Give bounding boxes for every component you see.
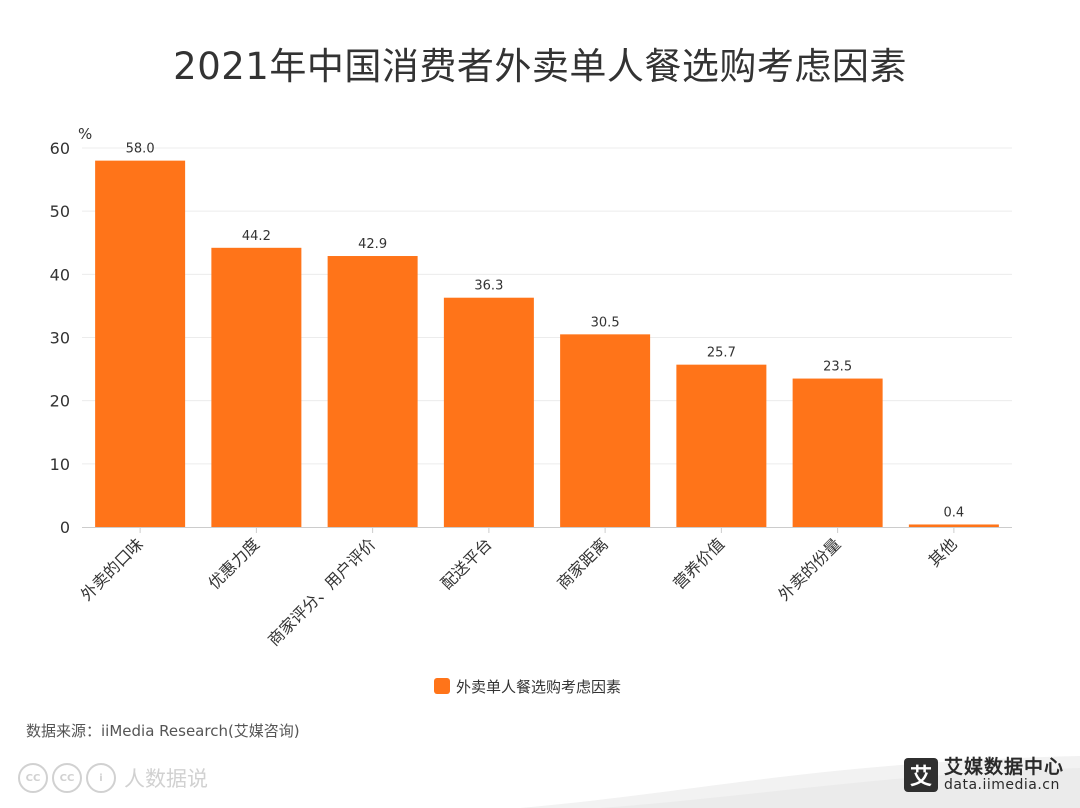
- x-tick-label: 优惠力度: [205, 534, 264, 593]
- bar: [443, 297, 534, 527]
- bar: [676, 364, 767, 527]
- legend-label: 外卖单人餐选购考虑因素: [456, 677, 622, 696]
- y-tick-label: 10: [50, 455, 70, 474]
- watermark: CC CC i 人数据说: [18, 760, 208, 796]
- bar: [95, 160, 186, 527]
- legend-swatch: [434, 678, 450, 694]
- bar-value-label: 58.0: [126, 142, 155, 157]
- bar: [327, 256, 418, 527]
- person-icon: i: [86, 763, 116, 793]
- bar: [211, 247, 302, 527]
- watermark-text: 人数据说: [124, 767, 208, 791]
- brand-url: data.iimedia.cn: [943, 776, 1060, 793]
- x-tick-label: 商家距离: [553, 534, 612, 593]
- y-tick-label: 50: [50, 202, 70, 221]
- cc-icon-2: CC: [52, 763, 82, 793]
- bar-value-label: 0.4: [944, 505, 965, 520]
- y-tick-label: 60: [50, 139, 70, 158]
- brand-name: 艾媒数据中心: [943, 756, 1064, 778]
- x-tick-label: 外卖的口味: [77, 534, 147, 604]
- cc-icon: CC: [18, 763, 48, 793]
- x-tick-label: 外卖的份量: [774, 534, 844, 604]
- y-tick-label: 40: [50, 265, 70, 284]
- bar: [908, 524, 999, 527]
- x-tick-label: 配送平台: [437, 534, 496, 593]
- brand-logo-icon: 艾: [903, 758, 938, 793]
- bar-value-label: 23.5: [823, 360, 852, 375]
- bar: [792, 378, 883, 527]
- legend[interactable]: 外卖单人餐选购考虑因素: [434, 676, 621, 696]
- y-tick-label: 20: [50, 392, 70, 411]
- bar-value-label: 42.9: [358, 237, 387, 252]
- bar-value-label: 30.5: [591, 315, 620, 330]
- bar-value-label: 36.3: [474, 279, 503, 294]
- y-tick-label: 0: [60, 518, 70, 537]
- chart-title: 2021年中国消费者外卖单人餐选购考虑因素: [173, 45, 907, 88]
- y-axis-unit: %: [78, 125, 92, 143]
- x-tick-label: 其他: [925, 534, 961, 570]
- footer-decoration: [520, 756, 1080, 808]
- bar: [560, 334, 651, 527]
- brand-logo: 艾 艾媒数据中心 data.iimedia.cn: [903, 756, 1064, 793]
- bar-value-label: 44.2: [242, 229, 271, 244]
- y-tick-label: 30: [50, 329, 70, 348]
- source-note: 数据来源：iiMedia Research(艾媒咨询): [26, 722, 300, 740]
- bar-value-label: 25.7: [707, 346, 736, 361]
- x-tick-label: 商家评分、用户评价: [264, 534, 379, 649]
- x-tick-label: 营养价值: [670, 534, 729, 593]
